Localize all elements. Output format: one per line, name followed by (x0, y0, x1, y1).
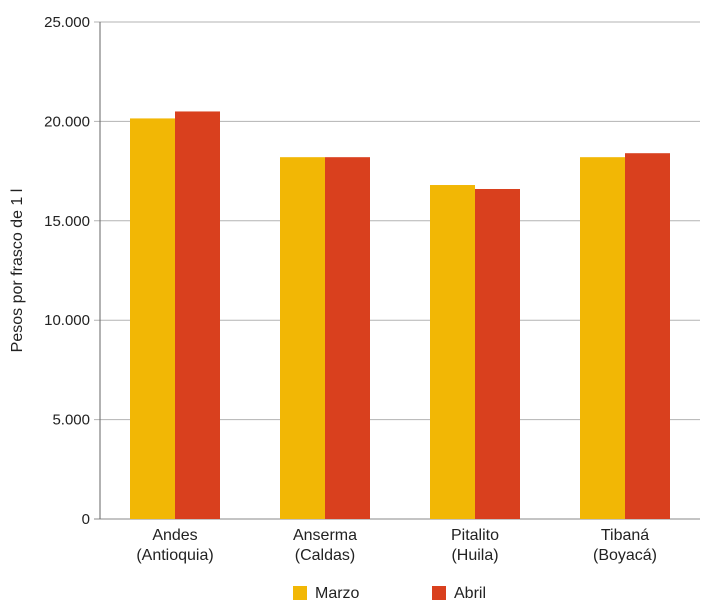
x-category-label-2-line-0: Pitalito (451, 527, 499, 544)
legend-swatch-abril (432, 586, 446, 600)
x-category-label-1-line-1: (Caldas) (295, 547, 355, 564)
bar-marzo-2 (430, 185, 475, 520)
bar-marzo-0 (130, 118, 175, 519)
bar-abril-1 (325, 157, 370, 519)
x-category-label-3-line-1: (Boyacá) (593, 547, 657, 564)
legend-swatch-marzo (293, 586, 307, 600)
legend: Marzo Abril (293, 585, 486, 602)
y-tick-label-0: 0 (82, 511, 90, 528)
legend-label-abril: Abril (454, 585, 486, 602)
bar-abril-3 (625, 153, 670, 519)
bar-marzo-1 (280, 157, 325, 519)
y-tick-label-4: 20.000 (44, 113, 90, 130)
y-tick-label-1: 5.000 (52, 412, 90, 429)
x-category-label-2-line-1: (Huila) (451, 547, 498, 564)
y-axis-title: Pesos por frasco de 1 l (9, 189, 26, 353)
bars (130, 111, 670, 520)
x-category-labels: Andes (Antioquia) Anserma (Caldas) Pitalito (… (136, 527, 657, 564)
legend-label-marzo: Marzo (315, 585, 360, 602)
y-tick-label-5: 25.000 (44, 14, 90, 31)
y-tick-label-3: 15.000 (44, 213, 90, 230)
bar-marzo-3 (580, 157, 625, 519)
x-category-label-3-line-0: Tibaná (601, 527, 649, 544)
x-category-label-0-line-0: Andes (152, 527, 197, 544)
bar-abril-0 (175, 111, 220, 520)
y-tick-label-2: 10.000 (44, 312, 90, 329)
x-category-label-0-line-1: (Antioquia) (136, 547, 213, 564)
y-tick-labels: 0 5.000 10.000 15.000 20.000 25.000 (44, 14, 90, 528)
x-category-label-1-line-0: Anserma (293, 527, 357, 544)
bar-abril-2 (475, 188, 520, 519)
